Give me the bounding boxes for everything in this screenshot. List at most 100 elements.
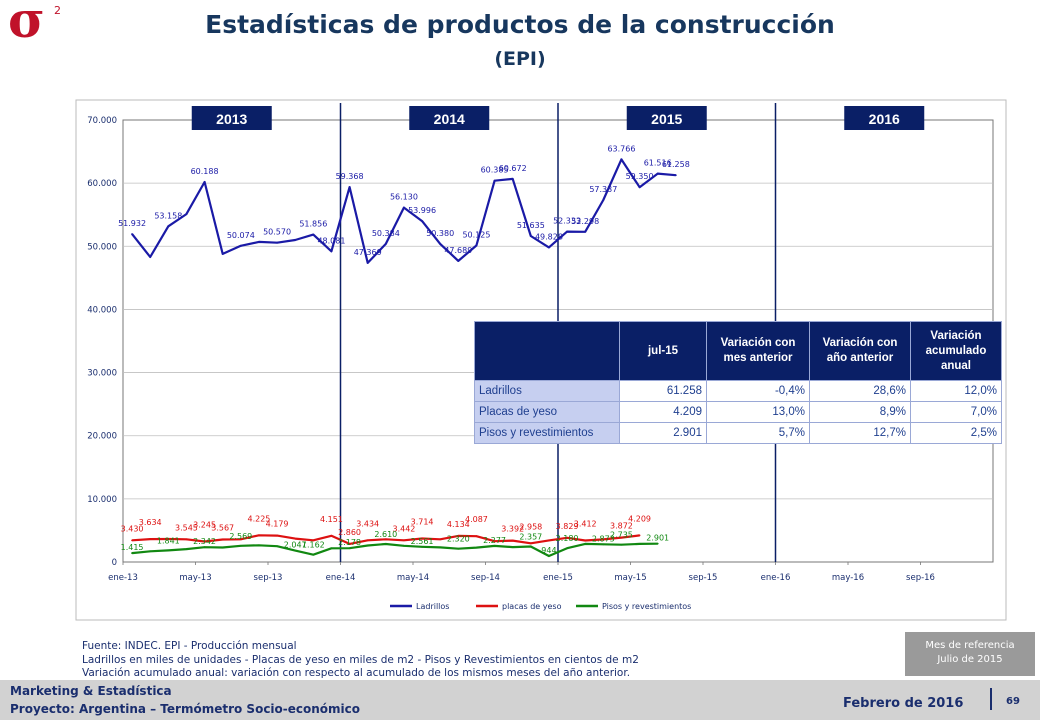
data-label: 60.672 (499, 164, 527, 173)
series-point (529, 235, 532, 237)
data-label: 3.829 (556, 522, 579, 531)
table-header-month: jul-15 (619, 321, 707, 381)
legend-label: Pisos y revestimientos (602, 602, 691, 611)
data-label: 50.074 (227, 231, 255, 240)
x-tick-label: may-16 (832, 573, 864, 583)
x-tick-label: ene-15 (543, 573, 573, 583)
year-band-label: 2013 (216, 111, 247, 127)
x-tick-label: sep-13 (254, 573, 283, 583)
row-label: Pisos y revestimientos (474, 422, 620, 444)
x-tick-label: may-15 (614, 573, 646, 583)
series-point (566, 547, 568, 550)
y-tick-label: 30.000 (87, 369, 117, 379)
series-point (439, 242, 442, 245)
data-label: 52.333 (553, 217, 581, 226)
series-point (475, 535, 478, 538)
page-number: 69 (1006, 696, 1020, 707)
source-notes: Fuente: INDEC. EPI - Producción mensual … (82, 640, 639, 681)
data-label: 4.209 (628, 514, 651, 523)
series-point (294, 239, 297, 241)
x-tick-label: ene-14 (326, 573, 356, 583)
series-point (185, 548, 188, 550)
series-point (312, 233, 315, 236)
series-point (258, 240, 260, 243)
data-label: 56.130 (390, 193, 418, 202)
table-header-var-mes: Variación con mes anterior (706, 321, 810, 381)
series-point (276, 534, 278, 537)
row-value: 61.258 (619, 380, 707, 402)
year-band (191, 106, 272, 130)
series-point (421, 220, 423, 222)
data-label: 53.158 (154, 211, 182, 220)
series-point (167, 549, 170, 552)
y-tick-label: 0 (112, 558, 117, 568)
data-label: 2.178 (338, 538, 361, 547)
series-point (656, 542, 659, 545)
table-row: Ladrillos 61.258 -0,4% 28,6% 12,0% (474, 380, 1002, 402)
page-subtitle: (EPI) (494, 48, 546, 70)
footer-project: Proyecto: Argentina – Termómetro Socio-e… (10, 702, 361, 716)
series-point (384, 242, 387, 245)
sigma-logo: σ 2 (6, 0, 66, 49)
series-point (203, 540, 206, 543)
year-band (409, 106, 490, 130)
data-label: 2.860 (338, 528, 361, 537)
data-label: 51.856 (299, 220, 327, 229)
series-point (511, 539, 514, 542)
y-tick-label: 60.000 (87, 179, 117, 189)
x-tick-label: sep-15 (689, 573, 718, 583)
series-point (185, 213, 188, 215)
series-point (548, 246, 550, 249)
data-label: 61.258 (662, 160, 690, 169)
row-var-anio: 12,7% (809, 422, 911, 444)
data-label: 2.569 (229, 532, 252, 541)
series-point (403, 544, 405, 547)
data-label: 4.134 (447, 520, 470, 529)
table-header-var-anio: Variación con año anterior (809, 321, 911, 381)
row-var-anio: 8,9% (809, 401, 911, 423)
year-band (844, 106, 925, 130)
series-point (258, 544, 260, 547)
footer-org: Marketing & Estadística (10, 684, 172, 698)
row-value: 4.209 (619, 401, 707, 423)
series-point (584, 539, 587, 542)
note-source: Fuente: INDEC. EPI - Producción mensual (82, 640, 297, 652)
data-label: 57.337 (589, 185, 617, 194)
data-label: 59.350 (626, 172, 654, 181)
data-label: 2.357 (519, 533, 542, 542)
line-chart: 0 10.000 20.000 30.000 40.000 50.000 60.000 70.… (75, 99, 1007, 621)
table-header-blank (474, 321, 620, 381)
data-label: 53.996 (408, 206, 436, 215)
series-point (348, 186, 351, 189)
data-label: 3.634 (139, 518, 162, 527)
y-tick-label: 70.000 (87, 116, 117, 126)
footer-bar: Marketing & Estadística Proyecto: Argent… (0, 680, 1040, 720)
series-point (221, 546, 224, 549)
data-label: 50.125 (462, 230, 490, 239)
summary-table: jul-15 Variación con mes anterior Variac… (474, 321, 1002, 444)
data-label: 2.735 (610, 531, 633, 540)
series-point (149, 550, 152, 553)
y-tick-label: 10.000 (87, 495, 117, 505)
data-label: 2.320 (447, 535, 470, 544)
x-tick-label: may-14 (397, 573, 429, 583)
data-label: 944 (541, 546, 556, 555)
data-label: 3.714 (411, 518, 434, 527)
series-point (511, 546, 514, 549)
table-row: Placas de yeso 4.209 13,0% 8,9% 7,0% (474, 401, 1002, 423)
series-point (276, 241, 278, 244)
data-label: 63.766 (607, 144, 635, 153)
footer-date: Febrero de 2016 (843, 696, 964, 711)
data-label: 47.689 (444, 246, 472, 255)
data-label: 2.342 (193, 537, 216, 546)
y-tick-label: 50.000 (87, 242, 117, 252)
data-label: 52.298 (571, 217, 599, 226)
x-tick-label: may-13 (179, 573, 211, 583)
series-point (312, 539, 315, 542)
table-row: Pisos y revestimientos 2.901 5,7% 12,7% … (474, 422, 1002, 444)
series-point (131, 552, 133, 554)
series-point (475, 546, 478, 549)
x-tick-label: sep-14 (471, 573, 500, 583)
series-point (638, 542, 641, 545)
data-label: 2.958 (519, 522, 542, 531)
